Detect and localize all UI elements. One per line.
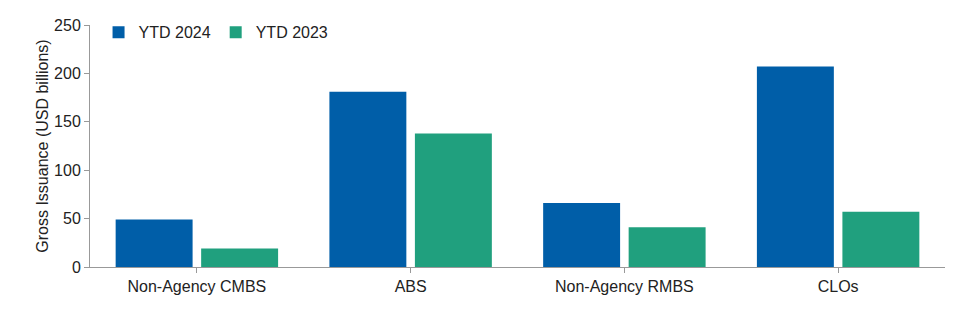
svg-text:YTD 2023: YTD 2023 <box>256 24 328 41</box>
svg-text:YTD 2024: YTD 2024 <box>139 24 211 41</box>
svg-text:Non-Agency CMBS: Non-Agency CMBS <box>128 278 267 295</box>
svg-text:200: 200 <box>54 65 81 82</box>
svg-text:Gross Issuance (USD billions): Gross Issuance (USD billions) <box>34 39 51 252</box>
svg-text:0: 0 <box>72 259 81 276</box>
svg-text:100: 100 <box>54 162 81 179</box>
svg-text:ABS: ABS <box>395 278 427 295</box>
svg-text:CLOs: CLOs <box>818 278 859 295</box>
svg-text:Non-Agency RMBS: Non-Agency RMBS <box>555 278 694 295</box>
svg-text:150: 150 <box>54 113 81 130</box>
svg-text:250: 250 <box>54 17 81 34</box>
svg-text:50: 50 <box>63 210 81 227</box>
